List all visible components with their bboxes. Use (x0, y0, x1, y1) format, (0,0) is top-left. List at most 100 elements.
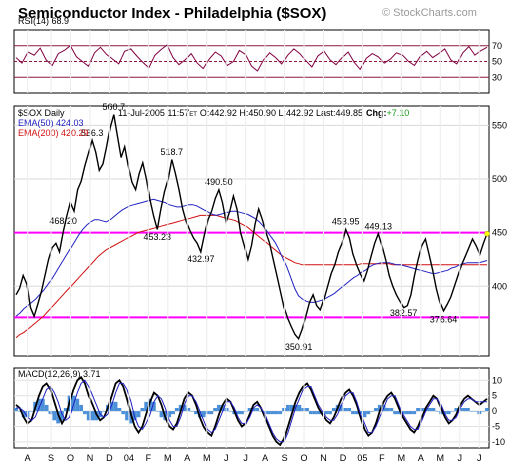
macd-histogram-bar (282, 408, 286, 412)
ema200-legend: EMA(200) 420.29 (18, 128, 89, 138)
price-annotation: 382.57 (390, 308, 418, 318)
macd-histogram-bar (37, 398, 41, 412)
price-annotation: 376.64 (430, 314, 458, 324)
macd-histogram-bar (171, 411, 175, 415)
macd-histogram-bar (362, 411, 367, 418)
macd-histogram-bar (79, 404, 83, 412)
macd-histogram-bar (377, 404, 382, 412)
macd-histogram-bar (125, 411, 129, 421)
macd-line (15, 375, 488, 447)
macd-histogram-bar (374, 408, 378, 412)
macd-histogram-bar (56, 411, 61, 424)
macd-tick-label: 0 (492, 406, 497, 416)
macd-histogram-bar (301, 408, 306, 412)
macd-histogram-bar (462, 408, 466, 412)
macd-histogram-bar (228, 411, 233, 412)
macd-histogram-bar (465, 408, 470, 412)
price-annotation: 350.91 (285, 342, 313, 352)
chart-title: Semiconductor Index - Philadelphia ($SOX… (18, 5, 326, 22)
macd-histogram-bar (174, 408, 179, 412)
watermark: © StockCharts.com (382, 7, 477, 19)
macd-histogram-bar (197, 411, 202, 418)
price-tick-label: 500 (492, 174, 507, 184)
macd-histogram-bar (485, 408, 489, 412)
macd-histogram-bar (343, 408, 348, 412)
price-annotation: 449.13 (365, 222, 393, 232)
macd-histogram-bar (63, 408, 68, 412)
macd-tick-label: -10 (492, 437, 505, 447)
x-tick-label: M (164, 453, 172, 463)
price-annotation: 536.3 (81, 128, 104, 138)
macd-histogram-bar (159, 411, 164, 418)
macd-histogram-bar (128, 411, 133, 424)
ema50-line (15, 198, 488, 317)
macd-histogram-bar (339, 404, 344, 412)
macd-histogram-bar (259, 411, 263, 412)
macd-histogram-bar (473, 411, 478, 412)
macd-histogram-bar (151, 401, 156, 412)
x-tick-label: N (87, 453, 94, 463)
price-tick-label: 550 (492, 120, 507, 130)
macd-histogram-bar (148, 398, 152, 412)
macd-histogram-bar (312, 411, 317, 415)
price-annotation: 518.7 (161, 147, 184, 157)
x-tick-label: M (203, 453, 211, 463)
macd-histogram-bar (354, 411, 359, 415)
macd-histogram-bar (270, 411, 275, 415)
macd-histogram-bar (366, 411, 371, 415)
macd-histogram-bar (308, 411, 313, 415)
macd-histogram-bar (446, 411, 451, 415)
x-tick-label: D (106, 453, 113, 463)
macd-histogram-bar (347, 408, 352, 412)
macd-histogram-bar (178, 404, 183, 412)
price-plot: 550 500 450 400 536.3 560.7 468.20 518.7 453.23 4… (14, 102, 507, 352)
macd-histogram-bar (136, 411, 141, 418)
macd-histogram-bar (213, 408, 218, 412)
macd-histogram-bar (83, 411, 87, 415)
price-annotation: 432.97 (187, 254, 215, 264)
price-annotation: 468.20 (49, 216, 77, 226)
x-tick-label: F (379, 453, 385, 463)
x-tick-label: J (243, 453, 248, 463)
macd-tick-label: 10 (492, 375, 502, 385)
macd-histogram-bar (60, 411, 64, 421)
macd-histogram-bar (274, 411, 279, 415)
x-tick-label: M (437, 453, 445, 463)
macd-histogram-bar (442, 411, 447, 415)
x-tick-label: M (398, 453, 406, 463)
macd-histogram-bar (328, 411, 332, 415)
x-axis: A S O N D 04 F M A M J J A S O N D 05 F M A M J J (25, 30, 481, 463)
macd-histogram-bar (21, 411, 26, 418)
macd-histogram-bar (278, 411, 283, 415)
macd-tick-label: -5 (492, 421, 500, 431)
x-tick-label: D (340, 453, 347, 463)
price-info: 11-Jul-2005 11:57ET O:442.92 H:450.90 L:4… (118, 108, 409, 118)
x-tick-label: J (458, 453, 463, 463)
macd-histogram-bar (247, 408, 252, 412)
macd-signal-line (16, 379, 487, 443)
price-label: $SOX Daily (18, 108, 65, 118)
macd-histogram-bar (416, 408, 420, 412)
macd-histogram-bar (255, 408, 260, 412)
macd-histogram-bar (205, 411, 210, 415)
macd-histogram-bar (393, 411, 397, 415)
macd-histogram-bar (370, 411, 375, 412)
price-annotation: 453.95 (332, 216, 360, 226)
macd-histogram-bar (209, 411, 214, 415)
price-line (15, 114, 488, 341)
x-tick-label: J (224, 453, 229, 463)
macd-histogram-bar (450, 411, 455, 412)
macd-histogram-bar (289, 404, 294, 412)
macd-histogram-bar (52, 411, 57, 421)
macd-histogram-bar (266, 411, 271, 415)
macd-histogram-bar (351, 411, 355, 415)
macd-histogram-bar (140, 408, 145, 412)
x-tick-label: A (184, 453, 190, 463)
price-annotation: 453.23 (144, 232, 172, 242)
macd-histogram-bar (408, 411, 413, 415)
x-tick-label: S (282, 453, 288, 463)
macd-histogram-bar (404, 411, 409, 415)
rsi-line (15, 44, 488, 72)
